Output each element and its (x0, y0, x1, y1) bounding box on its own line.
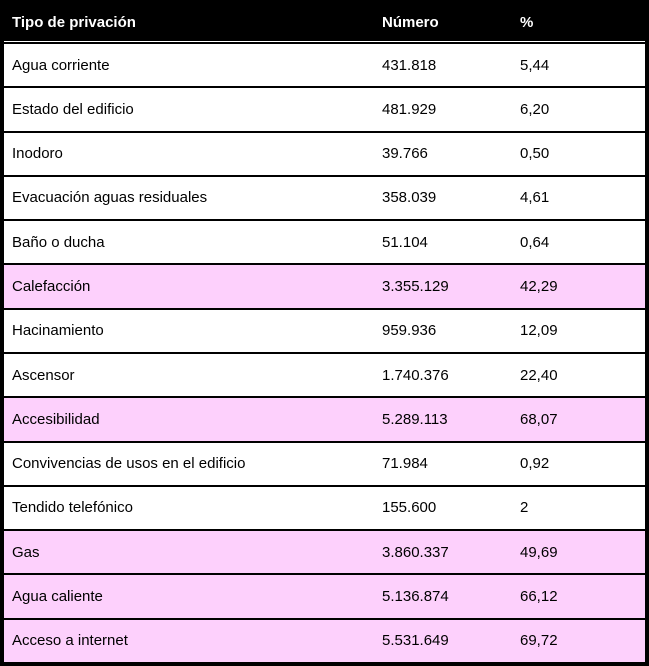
cell-numero: 1.740.376 (382, 366, 449, 384)
cell-numero: 431.818 (382, 56, 437, 74)
cell-numero: 481.929 (382, 100, 437, 118)
cell-numero: 358.039 (382, 189, 437, 207)
cell-numero: 5.531.649 (382, 632, 449, 650)
cell-percent: 68,07 (520, 410, 558, 428)
table-row: Accesibilidad 5.289.113 68,07 (4, 396, 645, 441)
table-row: Evacuación aguas residuales 358.039 4,61 (4, 174, 645, 220)
cell-tipo: Ascensor (12, 366, 75, 384)
cell-numero: 959.936 (382, 322, 437, 340)
cell-numero: 3.860.337 (382, 543, 449, 561)
cell-percent: 0,64 (520, 233, 550, 251)
cell-tipo: Tendido telefónico (12, 499, 133, 517)
column-header-tipo-de-privacion: Tipo de privación (12, 14, 136, 31)
cell-numero: 71.984 (382, 455, 428, 473)
table-row: Convivencias de usos en el edificio 71.98… (4, 440, 645, 485)
cell-numero: 5.136.874 (382, 588, 449, 606)
table-header-row: Tipo de privación Número % (4, 4, 645, 42)
cell-tipo: Acceso a internet (12, 632, 128, 650)
cell-percent: 6,20 (520, 100, 550, 118)
cell-percent: 5,44 (520, 56, 550, 74)
cell-tipo: Agua corriente (12, 56, 110, 74)
cell-tipo: Baño o ducha (12, 233, 105, 251)
cell-percent: 4,61 (520, 189, 550, 207)
cell-tipo: Inodoro (12, 145, 63, 163)
cell-percent: 0,92 (520, 455, 550, 473)
table-row: Agua corriente 431.818 5,44 (4, 42, 645, 87)
cell-percent: 66,12 (520, 588, 558, 606)
cell-tipo: Agua caliente (12, 588, 103, 606)
table-row: Inodoro 39.766 0,50 (4, 130, 645, 175)
cell-percent: 49,69 (520, 543, 558, 561)
table-row: Agua caliente 5.136.874 66,12 (4, 573, 645, 618)
cell-percent: 0,50 (520, 145, 550, 163)
column-header-numero: Número (382, 14, 439, 31)
column-header-percent: % (520, 14, 534, 31)
cell-tipo: Convivencias de usos en el edificio (12, 455, 246, 473)
cell-tipo: Calefacción (12, 278, 91, 296)
cell-numero: 5.289.113 (382, 410, 448, 428)
cell-numero: 155.600 (382, 499, 437, 517)
cell-numero: 51.104 (382, 233, 428, 251)
cell-percent: 42,29 (520, 278, 558, 296)
table-row: Estado del edificio 481.929 6,20 (4, 86, 645, 131)
cell-tipo: Hacinamiento (12, 322, 104, 340)
cell-numero: 39.766 (382, 145, 428, 163)
cell-percent: 69,72 (520, 632, 558, 650)
cell-tipo: Evacuación aguas residuales (12, 189, 208, 207)
table-row: Calefacción 3.355.129 42,29 (4, 263, 645, 308)
table-row: Gas 3.860.337 49,69 (4, 529, 645, 574)
table-body: Agua corriente 431.818 5,44 Estado del edif… (4, 42, 645, 662)
table-row: Baño o ducha 51.104 0,64 (4, 219, 645, 264)
cell-tipo: Accesibilidad (12, 410, 100, 428)
cell-numero: 3.355.129 (382, 278, 449, 296)
table-row: Ascensor 1.740.376 22,40 (4, 351, 645, 397)
table-row: Hacinamiento 959.936 12,09 (4, 307, 645, 352)
cell-tipo: Estado del edificio (12, 100, 134, 118)
table-row: Acceso a internet 5.531.649 69,72 (4, 617, 645, 662)
cell-percent: 2 (520, 499, 529, 517)
cell-percent: 22,40 (520, 366, 558, 384)
table-row: Tendido telefónico 155.600 2 (4, 484, 645, 530)
cell-percent: 12,09 (520, 322, 558, 340)
cell-tipo: Gas (12, 543, 40, 561)
